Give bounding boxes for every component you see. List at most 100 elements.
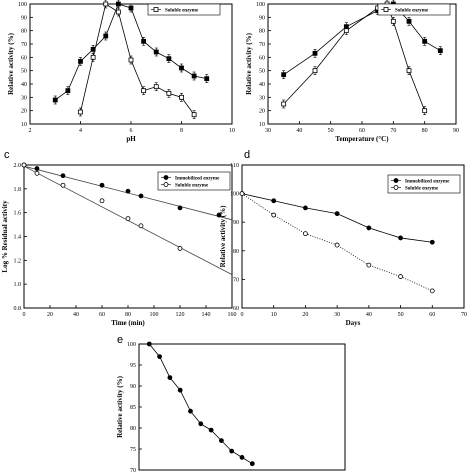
data-point xyxy=(128,5,134,11)
y-tick-label: 90 xyxy=(259,15,265,21)
data-point xyxy=(271,212,277,218)
data-point xyxy=(141,38,147,44)
y-tick-label: 110 xyxy=(230,163,239,169)
legend-box xyxy=(387,174,461,194)
legend-label: Soluble enzyme xyxy=(175,183,209,188)
x-tick-label: 70 xyxy=(461,312,467,318)
x-tick-label: 140 xyxy=(202,312,211,318)
y-tick-label: 90 xyxy=(233,220,239,226)
x-tick-label: 40 xyxy=(296,128,302,134)
plot-frame xyxy=(267,3,457,125)
y-tick-label: 80 xyxy=(259,29,265,35)
data-point xyxy=(153,49,159,55)
x-tick-label: 0 xyxy=(241,312,244,318)
y-tick-label: 0.8 xyxy=(14,306,22,312)
y-tick-label: 90 xyxy=(130,384,136,390)
data-point xyxy=(146,341,152,347)
data-point xyxy=(271,198,277,204)
y-axis-label: Relative activity (%) xyxy=(219,205,227,267)
data-point xyxy=(138,223,144,229)
series-line xyxy=(241,193,433,292)
data-point xyxy=(167,375,173,381)
legend-box xyxy=(157,171,231,191)
x-tick-label: 90 xyxy=(453,128,459,134)
data-point xyxy=(406,18,412,24)
series-immobilized-enzyme xyxy=(239,191,435,245)
data-point xyxy=(177,387,183,393)
y-tick-label: 2.0 xyxy=(14,163,22,169)
x-tick-label: 60 xyxy=(359,128,365,134)
x-tick-label: 60 xyxy=(429,312,435,318)
data-point xyxy=(366,225,372,231)
data-point xyxy=(125,188,131,194)
y-tick-label: 80 xyxy=(233,249,239,255)
y-tick-label: 100 xyxy=(127,342,136,348)
legend-marker xyxy=(153,7,159,12)
data-point xyxy=(179,94,184,100)
y-tick-label: 70 xyxy=(130,468,136,474)
data-point xyxy=(406,68,412,74)
y-tick-label: 70 xyxy=(259,42,265,48)
data-point xyxy=(125,216,131,222)
x-axis-label: Temperature (°C) xyxy=(335,135,389,143)
y-tick-label: 1.4 xyxy=(14,235,22,241)
series-soluble-enzyme xyxy=(78,0,197,119)
data-point xyxy=(90,54,96,60)
data-point xyxy=(208,427,214,433)
x-tick-label: 160 xyxy=(228,312,237,318)
y-tick-label: 60 xyxy=(21,55,27,61)
panel-letter: c xyxy=(4,149,10,161)
series-soluble-enzyme xyxy=(239,191,435,294)
series-line xyxy=(80,3,195,115)
data-point xyxy=(103,33,109,39)
panel-letter: d xyxy=(244,149,250,161)
data-point xyxy=(422,38,428,44)
data-point xyxy=(166,90,172,96)
y-tick-label: 90 xyxy=(21,15,27,21)
x-tick-label: 4 xyxy=(79,128,82,134)
x-tick-label: 30 xyxy=(334,312,340,318)
x-axis-label: Days xyxy=(346,319,361,327)
data-point xyxy=(166,56,172,62)
legend-box xyxy=(377,3,451,16)
y-tick-label: 70 xyxy=(233,277,239,283)
chart-panel-b: 30 40 50 60 70 80 90 10 20 30 40 50 60 70 80 90 100 Tempe… xyxy=(245,0,459,143)
y-tick-label: 1.0 xyxy=(14,282,22,288)
data-point xyxy=(99,198,105,204)
data-point xyxy=(128,57,134,63)
x-tick-label: 50 xyxy=(328,128,334,134)
legend: Immobilized enzyme Soluble enzyme xyxy=(387,174,461,194)
x-tick-label: 60 xyxy=(99,312,105,318)
data-point xyxy=(157,354,163,360)
legend: Soluble enzyme xyxy=(147,3,221,16)
y-tick-label: 80 xyxy=(130,426,136,432)
y-tick-label: 30 xyxy=(259,95,265,101)
data-point xyxy=(153,84,159,90)
data-point xyxy=(65,88,71,94)
data-point xyxy=(34,166,40,171)
data-point xyxy=(115,1,121,7)
data-point xyxy=(312,68,318,74)
data-point xyxy=(204,76,210,82)
x-tick-label: 30 xyxy=(265,128,271,134)
x-tick-label: 6 xyxy=(130,128,133,134)
legend-label: Immobilized enzyme xyxy=(175,176,220,181)
panel-letter: e xyxy=(117,334,123,346)
data-point xyxy=(239,454,245,460)
data-point xyxy=(334,242,340,248)
data-point xyxy=(218,438,224,444)
data-point xyxy=(216,212,222,218)
data-point xyxy=(343,28,349,34)
legend-label: Soluble enzyme xyxy=(395,8,429,13)
data-point xyxy=(34,170,40,176)
data-point xyxy=(366,262,372,268)
legend-marker xyxy=(393,185,399,190)
data-point xyxy=(115,9,121,15)
x-tick-label: 80 xyxy=(422,128,428,134)
y-tick-label: 20 xyxy=(259,109,265,115)
x-tick-label: 120 xyxy=(176,312,185,318)
series-line xyxy=(241,193,433,243)
y-tick-label: 95 xyxy=(130,363,136,369)
chart-panel-a: 2 4 6 8 10 10 20 30 40 50 60 70 80 90 100 pH Relative ac… xyxy=(7,0,235,143)
x-tick-label: 40 xyxy=(366,312,372,318)
